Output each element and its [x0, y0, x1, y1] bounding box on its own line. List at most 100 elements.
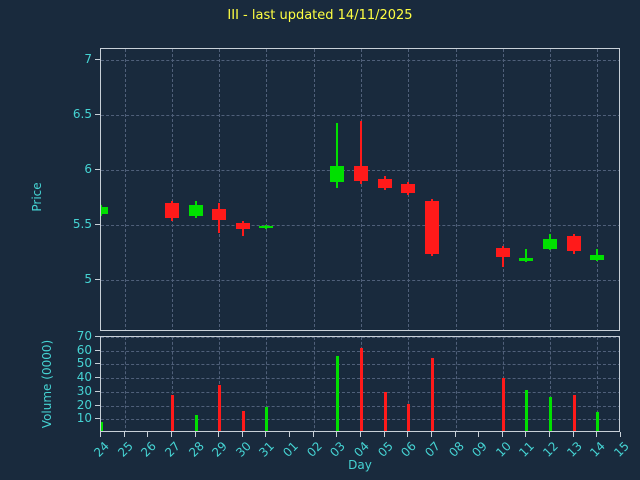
day-tick-mark — [100, 432, 101, 437]
candle-wick-03 — [336, 122, 339, 188]
volume-bar-11 — [525, 390, 529, 431]
volume-tick-label: 60 — [76, 342, 92, 357]
candle-body-07 — [424, 200, 439, 254]
volume-tick-mark — [95, 349, 100, 351]
candle-body-24 — [101, 207, 108, 214]
candle-body-05 — [377, 178, 392, 188]
price-tick-mark — [95, 114, 100, 115]
volume-axis-label: Volume (0000) — [40, 339, 54, 429]
day-tick-label: 26 — [138, 439, 160, 460]
volume-tick-mark — [95, 390, 100, 392]
day-tick-mark — [265, 432, 267, 437]
day-tick-label: 09 — [469, 439, 491, 460]
volume-tick-mark — [95, 418, 100, 420]
day-gridline — [550, 49, 552, 330]
day-gridline — [124, 49, 126, 330]
day-tick-mark — [289, 432, 291, 437]
day-tick-mark — [454, 432, 456, 437]
day-tick-label: 08 — [445, 439, 467, 460]
candle-body-14 — [590, 254, 605, 261]
day-tick-mark — [147, 432, 149, 437]
day-tick-mark — [360, 432, 361, 437]
candle-body-11 — [519, 258, 534, 262]
day-gridline — [550, 337, 552, 431]
candle-body-03 — [330, 165, 345, 183]
candle-body-04 — [354, 165, 368, 181]
day-tick-label: 25 — [114, 439, 136, 460]
day-gridline — [455, 49, 457, 330]
volume-tick-label: 70 — [76, 329, 92, 343]
day-tick-label: 13 — [563, 439, 585, 460]
day-tick-mark — [383, 432, 385, 437]
day-gridline — [502, 49, 504, 330]
candle-body-29 — [212, 208, 227, 220]
volume-bar-24 — [101, 422, 103, 431]
day-tick-label: 12 — [540, 439, 561, 460]
candle-body-12 — [543, 239, 558, 250]
day-tick-mark — [620, 432, 621, 437]
volume-bar-12 — [549, 397, 553, 431]
day-tick-label: 10 — [493, 439, 514, 460]
day-tick-label: 27 — [162, 439, 183, 460]
candle-body-31 — [259, 226, 274, 229]
volume-tick-label: 30 — [76, 383, 92, 398]
day-tick-mark — [336, 432, 338, 437]
volume-bar-06 — [407, 404, 411, 431]
price-tick-mark — [95, 59, 100, 60]
volume-tick-label: 10 — [76, 411, 92, 426]
candle-wick-11 — [525, 249, 528, 263]
candle-body-27 — [164, 203, 179, 219]
volume-bar-14 — [596, 412, 600, 431]
day-tick-mark — [407, 432, 409, 437]
volume-bar-07 — [430, 357, 434, 431]
day-gridline — [361, 49, 362, 330]
day-gridline — [171, 337, 173, 431]
day-gridline — [597, 49, 599, 330]
price-gridline — [101, 115, 619, 116]
day-tick-label: 07 — [422, 439, 443, 460]
day-gridline — [597, 337, 599, 431]
price-tick-mark — [95, 169, 100, 170]
day-tick-label: 30 — [233, 439, 254, 460]
price-tick-label: 6 — [84, 162, 92, 176]
x-axis-label: Day — [348, 458, 372, 472]
price-tick-mark — [95, 279, 100, 280]
candle-body-30 — [235, 222, 250, 230]
volume-tick-label: 50 — [76, 356, 92, 371]
day-tick-label: 11 — [516, 439, 538, 460]
day-gridline — [171, 49, 173, 330]
day-tick-label: 29 — [209, 439, 231, 460]
candle-body-06 — [401, 184, 416, 194]
candle-body-13 — [566, 236, 581, 252]
price-gridline — [101, 60, 619, 61]
day-tick-label: 28 — [185, 439, 207, 460]
price-tick-mark — [95, 224, 100, 225]
volume-bar-29 — [218, 385, 222, 431]
volume-tick-mark — [95, 404, 100, 406]
day-tick-mark — [549, 432, 551, 437]
day-gridline — [455, 337, 457, 431]
volume-tick-label: 20 — [76, 397, 92, 412]
day-gridline — [219, 337, 221, 431]
day-tick-mark — [218, 432, 220, 437]
candle-wick-04 — [360, 120, 362, 185]
price-tick-label: 6.5 — [72, 107, 92, 121]
volume-bar-04 — [360, 347, 363, 431]
day-tick-label: 15 — [611, 439, 632, 460]
day-gridline — [219, 49, 221, 330]
day-tick-mark — [430, 432, 432, 437]
volume-bar-30 — [241, 411, 245, 431]
price-tick-label: 7 — [84, 52, 92, 66]
day-tick-mark — [596, 432, 598, 437]
day-tick-mark — [478, 432, 480, 437]
day-gridline — [266, 49, 268, 330]
volume-bar-05 — [383, 391, 387, 431]
volume-tick-mark — [95, 336, 100, 337]
day-tick-mark — [194, 432, 196, 437]
volume-bar-31 — [265, 406, 269, 431]
volume-gridline — [101, 337, 619, 338]
day-gridline — [313, 337, 315, 431]
day-tick-mark — [170, 432, 172, 437]
volume-tick-mark — [95, 377, 100, 379]
